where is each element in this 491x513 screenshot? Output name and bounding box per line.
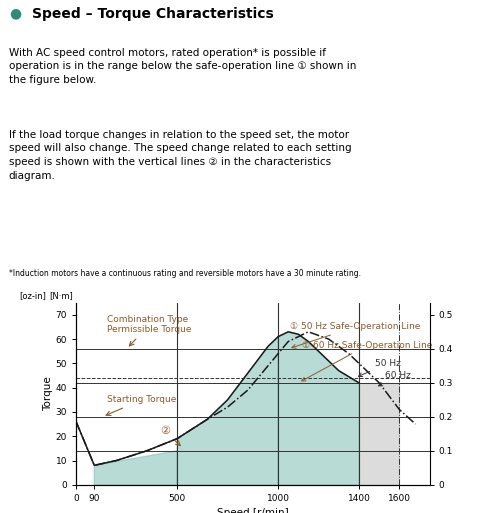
Text: 50 Hz: 50 Hz <box>358 359 401 377</box>
Text: 60 Hz: 60 Hz <box>379 371 411 386</box>
Text: [N·m]: [N·m] <box>49 291 73 300</box>
Text: ②: ② <box>160 426 180 446</box>
Text: Speed – Torque Characteristics: Speed – Torque Characteristics <box>32 7 273 21</box>
Polygon shape <box>278 332 359 485</box>
X-axis label: Speed [r/min]: Speed [r/min] <box>217 508 289 513</box>
Text: Combination Type
Permissible Torque: Combination Type Permissible Torque <box>108 315 192 346</box>
Polygon shape <box>94 451 177 485</box>
Text: ① 50 Hz Safe-Operation Line: ① 50 Hz Safe-Operation Line <box>290 323 421 348</box>
Text: [oz-in]: [oz-in] <box>20 291 47 300</box>
Polygon shape <box>177 337 278 485</box>
Text: *Induction motors have a continuous rating and reversible motors have a 30 minut: *Induction motors have a continuous rati… <box>9 269 361 279</box>
Text: With AC speed control motors, rated operation* is possible if
operation is in th: With AC speed control motors, rated oper… <box>9 48 356 85</box>
Polygon shape <box>359 383 399 485</box>
Text: ① 60 Hz Safe-Operation Line: ① 60 Hz Safe-Operation Line <box>301 341 433 381</box>
Text: Starting Torque: Starting Torque <box>106 396 177 416</box>
Text: ●: ● <box>9 7 21 21</box>
Text: If the load torque changes in relation to the speed set, the motor
speed will al: If the load torque changes in relation t… <box>9 130 352 181</box>
Y-axis label: Torque: Torque <box>43 377 53 411</box>
